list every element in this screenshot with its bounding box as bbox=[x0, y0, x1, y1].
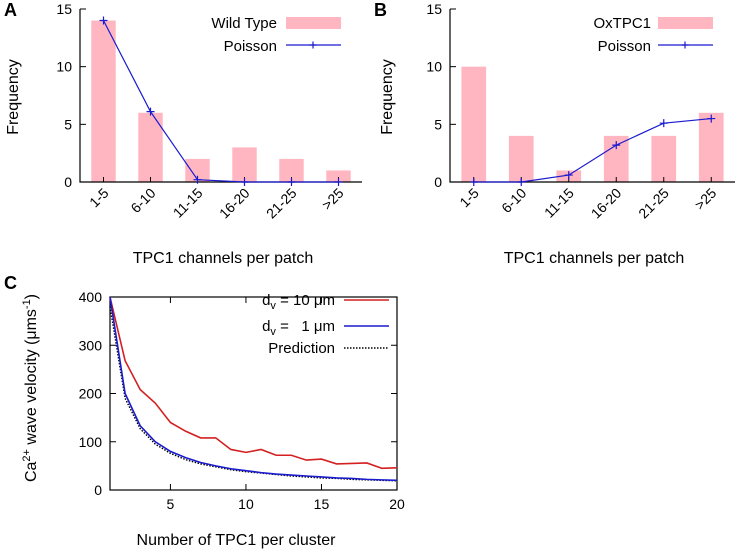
panel-b-bar bbox=[698, 112, 724, 182]
panel-b-bar bbox=[508, 135, 534, 182]
legend-c-blue-label: dv = 1 μm bbox=[262, 318, 335, 338]
panel-a-xtick-label: 11-15 bbox=[170, 185, 206, 221]
panel-a-poisson-marker bbox=[240, 178, 249, 186]
panel-b-ytick-label: 15 bbox=[426, 1, 442, 17]
legend-c-red-rest: = 10 μm bbox=[276, 292, 335, 309]
panel-b-ytick-label: 5 bbox=[434, 116, 442, 132]
panel-b-poisson-marker bbox=[517, 178, 526, 186]
panel-b-poisson-marker bbox=[707, 114, 716, 123]
legend-a-line-label: Poisson bbox=[224, 38, 277, 55]
panel-a-xtick-label: 6-10 bbox=[127, 185, 158, 216]
panel-a-xtick-label: 21-25 bbox=[263, 185, 300, 222]
panel-a-legend: Wild Type Poisson bbox=[211, 15, 341, 55]
panel-a-xlabel: TPC1 channels per patch bbox=[133, 250, 314, 267]
ylabel-c-main: Ca bbox=[23, 461, 40, 482]
panel-c-ytick-label: 400 bbox=[79, 289, 103, 305]
legend-a-bar-swatch bbox=[286, 17, 341, 29]
panel-b-bar bbox=[461, 66, 487, 182]
panel-b-xtick-label: 1-5 bbox=[456, 185, 482, 211]
panel-c-ytick-label: 0 bbox=[94, 482, 102, 498]
panel-c-ylabel: Ca2+ wave velocity (μms-1) bbox=[21, 294, 40, 482]
panel-b-xtick-label: >25 bbox=[691, 185, 719, 213]
panel-letter-c: C bbox=[4, 273, 17, 293]
panel-b-legend: OxTPC1 Poisson bbox=[593, 15, 713, 55]
panel-b-axes bbox=[449, 9, 735, 183]
legend-b-bar-label: OxTPC1 bbox=[593, 15, 651, 32]
panel-a-bar bbox=[91, 20, 116, 183]
panel-c-chart: Ca2+ wave velocity (μms-1) Number of TPC… bbox=[21, 289, 405, 549]
panel-c-ytick-label: 300 bbox=[79, 337, 103, 353]
panel-c-series-dv1 bbox=[109, 296, 398, 482]
panel-c-xtick-label: 15 bbox=[314, 496, 330, 512]
panel-a-bar bbox=[185, 158, 210, 182]
ylabel-c-sup2: -1 bbox=[21, 299, 33, 309]
panel-a-poisson-marker bbox=[334, 178, 343, 186]
panel-letter-a: A bbox=[4, 0, 17, 20]
panel-a-xtick-label: 16-20 bbox=[216, 185, 253, 222]
panel-c-ytick-label: 200 bbox=[79, 386, 103, 402]
panel-b-xtick-label: 6-10 bbox=[498, 185, 529, 216]
panel-a-poisson-marker bbox=[287, 178, 296, 186]
panel-a-poisson-marker bbox=[146, 107, 155, 116]
legend-c-pred-label: Prediction bbox=[268, 340, 335, 357]
legend-c-blue-sub: v bbox=[270, 326, 276, 338]
legend-b-bar-swatch bbox=[658, 17, 713, 29]
legend-c-red-label: dv = 10 μm bbox=[262, 292, 335, 312]
panel-b-xtick-label: 16-20 bbox=[588, 185, 625, 222]
panel-b-poisson-marker bbox=[659, 119, 668, 128]
panel-a-poisson-line bbox=[102, 20, 339, 183]
legend-c-red-sub: v bbox=[270, 300, 276, 312]
legend-a-bar-label: Wild Type bbox=[211, 15, 277, 32]
ylabel-c-end: ) bbox=[23, 294, 40, 299]
panel-b-poisson-marker bbox=[469, 178, 478, 186]
panel-c-xlabel: Number of TPC1 per cluster bbox=[137, 532, 337, 549]
panel-b-ytick-label: 10 bbox=[426, 59, 442, 75]
panel-c-xtick-label: 10 bbox=[238, 496, 254, 512]
panel-b-xtick-label: 11-15 bbox=[541, 185, 577, 221]
panel-a-bar bbox=[232, 147, 257, 182]
panel-a-xtick-label: >25 bbox=[319, 185, 347, 213]
panel-b-xtick-label: 21-25 bbox=[635, 185, 672, 222]
panel-b-bar bbox=[651, 135, 677, 182]
legend-c-blue-main: d bbox=[262, 318, 270, 335]
panel-a-bar bbox=[279, 158, 304, 182]
panel-a-ylabel: Frequency bbox=[5, 59, 22, 135]
panel-a-poisson-marker bbox=[193, 175, 202, 184]
panel-b-chart: Frequency TPC1 channels per patch 0 5 10 15… bbox=[379, 1, 735, 267]
panel-a-ytick-label: 5 bbox=[64, 116, 72, 132]
panel-a-ytick-label: 0 bbox=[64, 174, 72, 190]
legend-b-line-label: Poisson bbox=[598, 38, 651, 55]
panel-b-poisson-marker bbox=[564, 171, 573, 180]
legend-c-red-main: d bbox=[262, 292, 270, 309]
panel-a-axes bbox=[79, 9, 362, 183]
panel-a-ytick-label: 15 bbox=[56, 1, 72, 17]
panel-b-ylabel: Frequency bbox=[379, 59, 396, 135]
panel-a-poisson-marker bbox=[99, 16, 108, 25]
ylabel-c-unit: μms bbox=[23, 309, 40, 340]
panel-c-series-prediction bbox=[109, 306, 398, 482]
legend-c-blue-rest: = 1 μm bbox=[276, 318, 335, 335]
panel-c-series-dv10 bbox=[109, 296, 398, 470]
panel-b-poisson-line bbox=[473, 117, 712, 183]
ylabel-c-sup1: 2+ bbox=[21, 449, 33, 462]
ylabel-c-mid: wave velocity ( bbox=[23, 339, 40, 449]
panel-b-poisson-marker bbox=[612, 141, 621, 150]
legend-b-marker bbox=[681, 41, 689, 49]
panel-c-xtick-label: 20 bbox=[389, 496, 405, 512]
panel-c-xtick-label: 5 bbox=[167, 496, 175, 512]
panel-a-chart: Frequency TPC1 channels per patch 0 5 10 15… bbox=[5, 1, 362, 267]
panel-c-ytick-label: 100 bbox=[79, 434, 103, 450]
panel-a-xtick-label: 1-5 bbox=[86, 185, 112, 211]
panel-b-xlabel: TPC1 channels per patch bbox=[504, 250, 685, 267]
panel-b-ytick-label: 0 bbox=[434, 174, 442, 190]
panel-a-ytick-label: 10 bbox=[56, 59, 72, 75]
panel-a-bar bbox=[326, 170, 351, 182]
panel-c-legend: dv = 10 μm dv = 1 μm Prediction bbox=[262, 292, 389, 357]
legend-a-marker bbox=[309, 41, 317, 49]
panel-letter-b: B bbox=[374, 0, 387, 20]
